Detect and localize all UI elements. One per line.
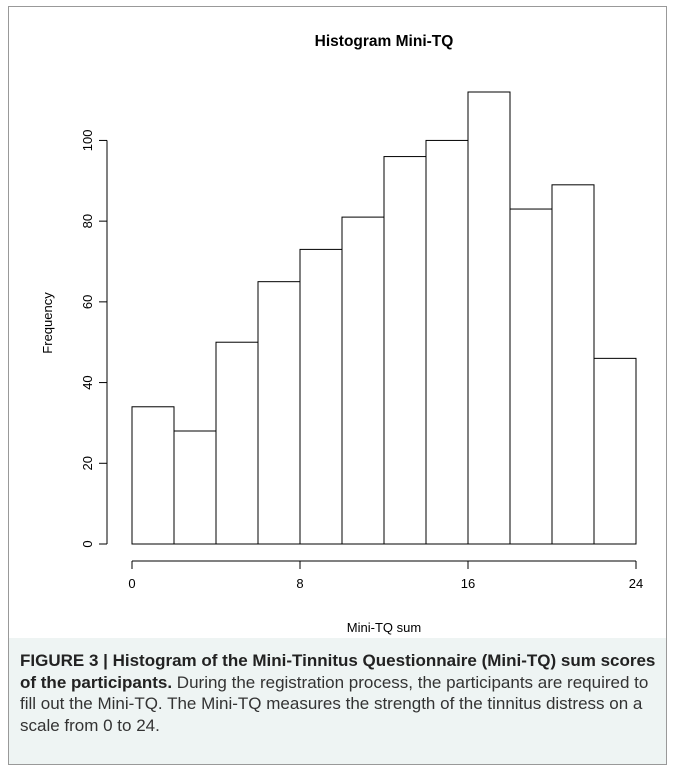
histogram-bar-22-24 (593, 357, 637, 545)
y-tick-label-40: 40 (80, 375, 95, 389)
y-tick-label-80: 80 (80, 214, 95, 228)
x-axis-label: Mini-TQ sum (347, 620, 421, 635)
y-tick-label-0: 0 (80, 540, 95, 547)
x-tick-label-0: 0 (128, 576, 135, 591)
caption-box (8, 638, 667, 765)
y-axis: 0 20 40 60 80 100 (80, 130, 108, 548)
chart-title: Histogram Mini-TQ (315, 33, 454, 50)
histogram-bar-10-12 (341, 216, 385, 545)
x-tick-label-16: 16 (461, 576, 475, 591)
histogram-bar-14-16 (425, 139, 469, 545)
bars-group (131, 91, 637, 545)
histogram-bar-0-2 (131, 406, 175, 545)
histogram-bar-8-10 (299, 248, 343, 545)
histogram-bar-4-6 (215, 341, 259, 545)
x-tick-label-24: 24 (629, 576, 643, 591)
figure-caption: FIGURE 3 | Histogram of the Mini-Tinnitu… (20, 650, 660, 736)
histogram-bar-20-22 (551, 184, 595, 545)
histogram-bar-16-18 (467, 91, 511, 545)
histogram-bar-2-4 (173, 430, 217, 545)
histogram-bar-12-14 (383, 156, 427, 545)
x-axis: 0 8 16 24 (128, 560, 643, 591)
y-tick-label-100: 100 (80, 130, 95, 152)
caption-label: FIGURE 3 | Histogram of the Mini-Tinnitu… (20, 651, 656, 692)
y-axis-label: Frequency (40, 292, 55, 354)
histogram-chart: Histogram Mini-TQ 0 8 16 24 0 20 40 60 80 100 Mi… (40, 33, 643, 635)
caption-text: During the registration process, the par… (20, 672, 649, 735)
histogram-bar-18-20 (509, 208, 553, 545)
x-tick-label-8: 8 (296, 576, 303, 591)
y-tick-label-20: 20 (80, 456, 95, 470)
y-tick-label-60: 60 (80, 295, 95, 309)
histogram-bar-6-8 (257, 281, 301, 545)
